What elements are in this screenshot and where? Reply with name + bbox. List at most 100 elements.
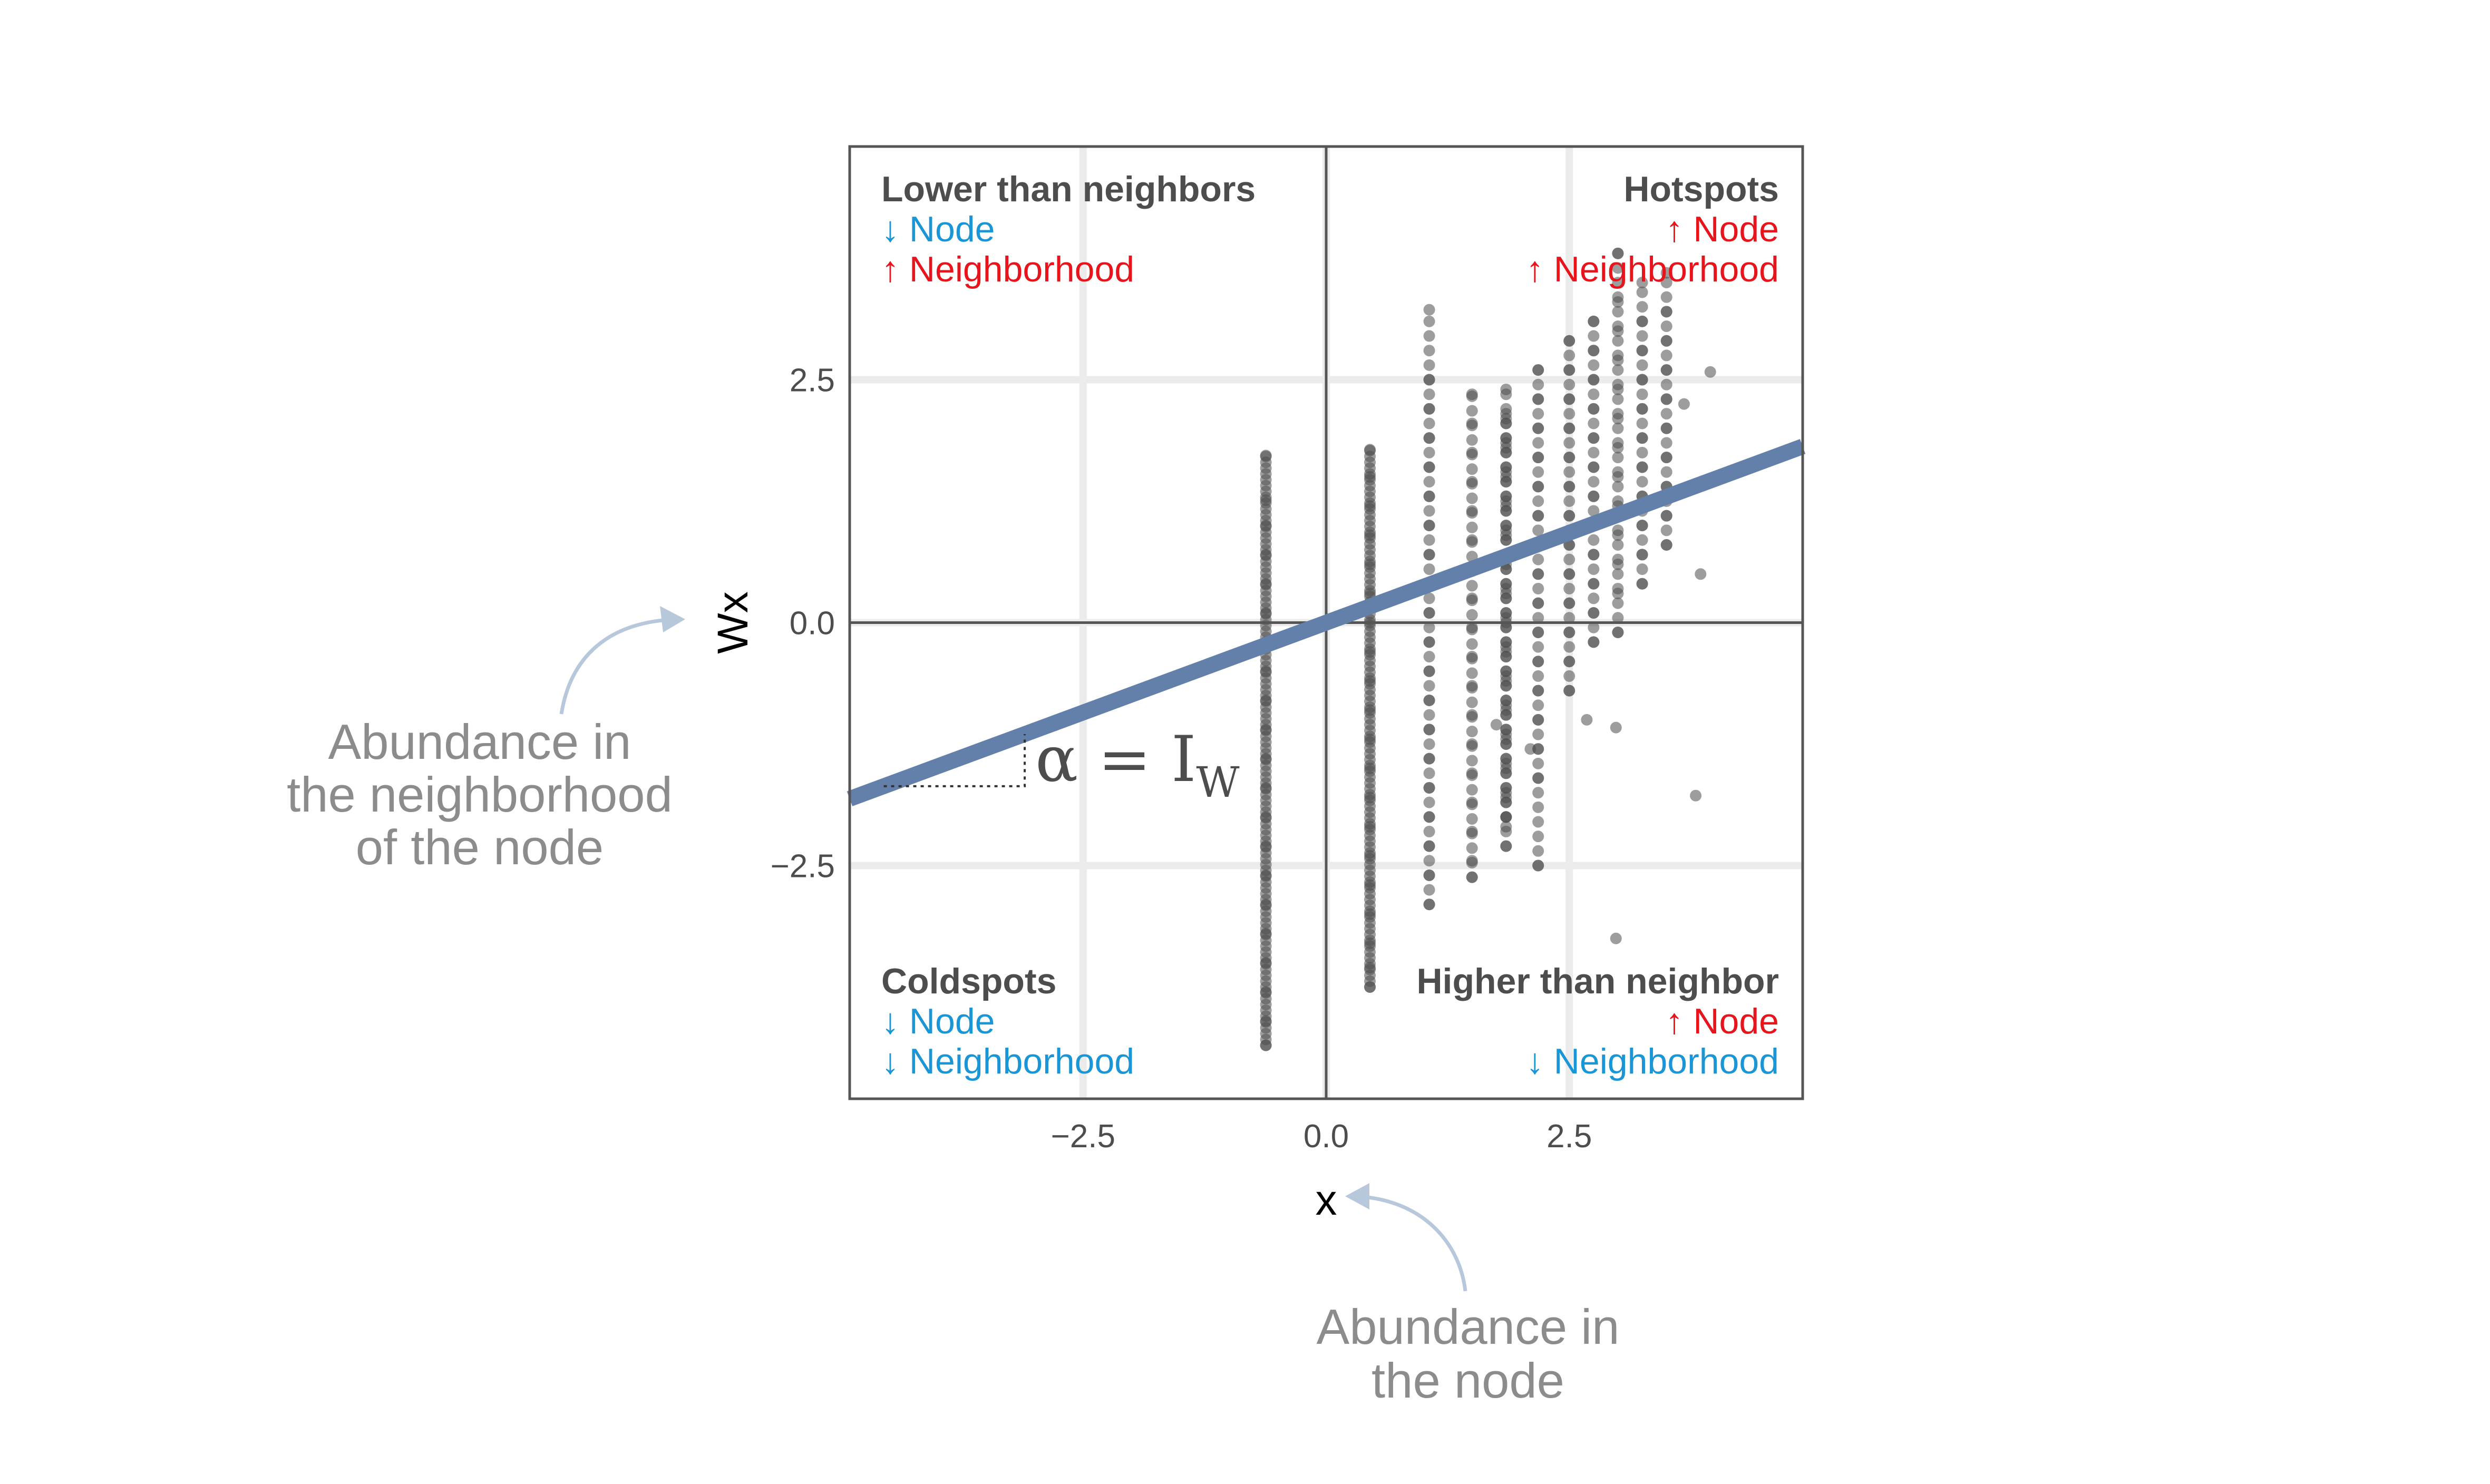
- data-point: [1588, 330, 1600, 342]
- data-point: [1612, 364, 1624, 376]
- data-point: [1500, 446, 1512, 458]
- data-point: [1500, 592, 1512, 604]
- data-point: [1636, 345, 1648, 357]
- panel-border: [848, 145, 1804, 1100]
- data-point: [1612, 393, 1624, 405]
- data-point: [1423, 417, 1435, 429]
- neighborhood-arrowhead: [660, 606, 685, 632]
- data-point: [1423, 695, 1435, 707]
- data-point: [1423, 549, 1435, 561]
- slope-triangle: [883, 734, 1026, 787]
- data-point: [1588, 563, 1600, 575]
- data-point: [1260, 451, 1272, 463]
- data-point: [1532, 656, 1544, 668]
- data-point: [1563, 437, 1575, 449]
- data-point: [1423, 461, 1435, 473]
- data-point: [1660, 437, 1672, 449]
- data-point: [1532, 597, 1544, 609]
- data-point: [1660, 510, 1672, 522]
- node-note-line: Abundance in: [1317, 1299, 1620, 1354]
- data-point: [1612, 277, 1624, 289]
- data-point: [1500, 695, 1512, 707]
- data-point: [1364, 445, 1376, 457]
- data-point: [1423, 869, 1435, 881]
- data-point: [1500, 607, 1512, 619]
- data-point: [1532, 481, 1544, 493]
- data-point: [1423, 563, 1435, 575]
- data-point: [1612, 349, 1624, 362]
- data-point: [1466, 871, 1478, 883]
- data-point: [1660, 408, 1672, 420]
- data-point: [1500, 578, 1512, 590]
- quadrant-line: ↑ Neighborhood: [1526, 249, 1779, 289]
- data-point: [1612, 495, 1624, 507]
- data-point: [1423, 330, 1435, 342]
- data-point: [1532, 860, 1544, 872]
- data-point: [1612, 320, 1624, 333]
- y-tick-label: 2.5: [790, 363, 835, 399]
- data-point: [1423, 505, 1435, 517]
- data-point: [1563, 612, 1575, 624]
- data-point: [1423, 446, 1435, 458]
- data-point: [1612, 539, 1624, 551]
- data-point: [1423, 636, 1435, 648]
- data-point: [1610, 932, 1622, 944]
- data-point: [1636, 277, 1648, 289]
- neighborhood-note-line: Abundance in: [328, 714, 631, 769]
- data-point: [1466, 842, 1478, 854]
- x-axis-title: x: [1316, 1176, 1337, 1224]
- data-point: [1500, 709, 1512, 721]
- data-point: [1500, 476, 1512, 488]
- data-point: [1563, 626, 1575, 638]
- regression-line-group: [847, 439, 1806, 806]
- data-point: [1588, 432, 1600, 444]
- quadrant-line: ↑ Node: [1666, 1001, 1779, 1041]
- data-point: [1612, 553, 1624, 565]
- data-point: [1563, 393, 1575, 405]
- data-point: [1466, 507, 1478, 519]
- quadrant-line: ↑ Node: [1666, 209, 1779, 249]
- data-point: [1466, 813, 1478, 825]
- data-point: [1588, 476, 1600, 488]
- data-point: [1532, 422, 1544, 434]
- data-point: [1588, 505, 1600, 517]
- data-point: [1532, 582, 1544, 594]
- data-point: [1423, 651, 1435, 663]
- data-point: [1423, 592, 1435, 604]
- data-point: [1532, 787, 1544, 799]
- data-point: [1466, 405, 1478, 417]
- node-arrow: [1354, 1194, 1467, 1292]
- data-point: [1612, 408, 1624, 420]
- data-point: [1563, 335, 1575, 347]
- data-point: [1423, 782, 1435, 794]
- data-point: [1532, 393, 1544, 405]
- data-point: [1500, 408, 1512, 420]
- data-point: [1500, 534, 1512, 546]
- data-point: [1612, 466, 1624, 478]
- data-point: [1612, 422, 1624, 434]
- data-point: [1690, 789, 1702, 802]
- data-point: [1660, 378, 1672, 390]
- data-point: [1466, 536, 1478, 548]
- data-point: [1423, 811, 1435, 823]
- data-point: [1532, 670, 1544, 682]
- x-tick-label: −2.5: [1051, 1118, 1115, 1155]
- data-point: [1704, 366, 1716, 378]
- data-point: [1660, 524, 1672, 536]
- data-point: [1423, 738, 1435, 750]
- data-point: [1423, 403, 1435, 415]
- data-point: [1532, 714, 1544, 726]
- data-point: [1612, 597, 1624, 609]
- data-point: [1500, 388, 1512, 401]
- x-tick-label: 2.5: [1546, 1118, 1592, 1155]
- data-point: [1563, 670, 1575, 682]
- neighborhood-note-line: the neighborhood: [287, 767, 673, 822]
- node-note-line: the node: [1372, 1353, 1564, 1408]
- data-point: [1532, 568, 1544, 580]
- data-point: [1612, 481, 1624, 493]
- data-point: [1660, 452, 1672, 464]
- data-point: [1423, 607, 1435, 619]
- data-point: [1532, 772, 1544, 784]
- data-point: [1612, 306, 1624, 318]
